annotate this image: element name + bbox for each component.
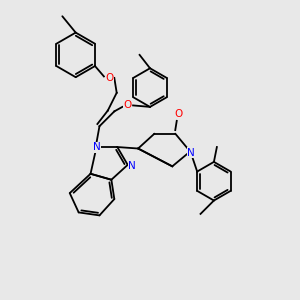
Text: N: N xyxy=(187,148,195,158)
Text: O: O xyxy=(174,109,182,119)
Text: N: N xyxy=(128,161,136,171)
Text: N: N xyxy=(93,142,101,152)
Text: O: O xyxy=(105,73,113,83)
Text: O: O xyxy=(124,100,132,110)
